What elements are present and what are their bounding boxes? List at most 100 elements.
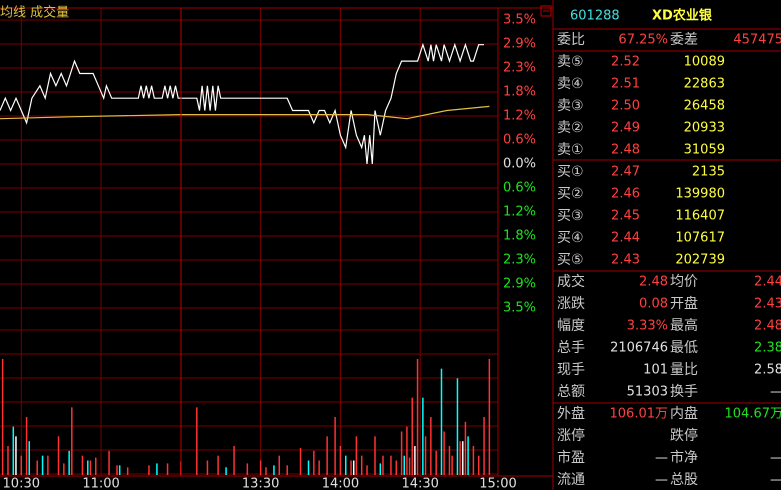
label: 卖③ [557,98,584,114]
label: 外盘 [557,405,585,422]
label: 卖② [557,120,584,136]
volume: 2135 [692,165,725,180]
y-tick-label: 1.8% [503,85,536,100]
label: 涨停 [557,427,585,444]
x-tick-label: 10:30 [3,477,40,490]
value: — [770,473,781,488]
value: 101 [643,363,668,378]
value: 51303 [627,385,668,400]
price: 2.49 [611,121,640,136]
y-tick-label: 1.2% [503,108,536,123]
volume: 20933 [684,121,725,136]
label: 最低 [670,340,698,356]
label: 总股 [670,472,698,488]
value: 67.25% [618,33,668,48]
volume: 116407 [675,209,725,224]
price: 2.45 [611,209,640,224]
label: 流通 [557,472,585,488]
label: 成交 [557,273,585,290]
price: 2.52 [611,55,640,70]
volume: 202739 [675,253,725,268]
value: 457475 [733,33,781,48]
label: 买④ [557,230,584,246]
x-tick-label: 14:30 [401,477,438,490]
y-tick-label: 3.5% [503,301,536,316]
label: 现手 [557,362,585,378]
x-tick-label: 13:30 [242,477,279,490]
label: 卖④ [557,76,584,92]
y-tick-label: 1.8% [503,229,536,244]
label: 均价 [670,274,698,290]
price: 2.50 [611,99,640,114]
y-tick-label: 0.0% [503,157,536,172]
label: 换手 [670,383,698,400]
volume: 26458 [684,99,725,114]
value: — [655,473,668,488]
label: 总额 [557,384,585,400]
label: 卖① [557,142,584,158]
volume: 31059 [684,143,725,158]
toggle-icon[interactable] [540,5,552,17]
x-tick-label: 11:00 [82,477,119,490]
price: 2.46 [611,187,640,202]
volume: 139980 [675,187,725,202]
label: 量比 [670,362,698,378]
x-tick-label: 15:00 [479,477,516,490]
value: 3.33% [627,319,668,334]
value: 2.43 [754,297,781,312]
label: 卖⑤ [557,54,584,70]
value: — [770,451,781,466]
y-tick-label: 2.9% [503,277,536,292]
value: 2.48 [754,319,781,334]
label: 买③ [557,208,584,224]
volume: 22863 [684,77,725,92]
price: 2.43 [611,253,640,268]
chart-legend: 均线 成交量 [0,5,69,21]
stock-name: XD农业银 [652,8,713,24]
plot: 3.5% 2.9% 2.3% 1.8% 1.2% 0.6% 0.0% 0.6% 1.2% 1.8%… [0,8,536,490]
price-line [0,42,484,165]
label: 买① [557,164,584,180]
value: 106.01万 [610,407,669,422]
label: 总手 [557,340,585,356]
y-tick-label: 0.6% [503,180,536,195]
label: 市盈 [557,449,585,466]
y-tick-label: 2.3% [503,61,536,76]
value: 104.67万 [725,407,781,422]
volume: 107617 [675,231,725,246]
y-tick-label: 1.2% [503,205,536,220]
price: 2.47 [611,165,640,180]
value: 2.48 [639,275,668,290]
price: 2.51 [611,77,640,92]
value: 2.58 [754,363,781,378]
value: 2.38 [754,341,781,356]
price: 2.48 [611,143,640,158]
price: 2.44 [611,231,640,246]
label: 买⑤ [557,252,584,268]
x-tick-label: 14:00 [322,477,359,490]
quote-panel: 卖⑤ 2.52 10089 卖④ 2.51 22863 卖③ 2.50 26458 卖② 2.49 2… [557,54,781,488]
value: 2106746 [610,341,668,356]
label: 开盘 [670,295,698,312]
y-tick-label: 2.3% [503,252,536,267]
y-tick-label: 3.5% [503,13,536,28]
stock-code: 601288 [570,9,620,24]
label: 跌停 [670,427,698,444]
label: 委比 [557,32,585,48]
y-tick-label: 2.9% [503,36,536,51]
label: 委差 [670,32,698,48]
label: 市净 [670,449,698,466]
value: — [655,451,668,466]
value: 2.44 [754,275,781,290]
label: 涨跌 [557,296,585,312]
label: 买② [557,186,584,202]
label: 内盘 [670,405,698,422]
value: — [770,385,781,400]
value: 0.08 [639,297,668,312]
y-tick-label: 0.6% [503,133,536,148]
price-line [0,105,490,120]
label: 幅度 [557,318,585,334]
